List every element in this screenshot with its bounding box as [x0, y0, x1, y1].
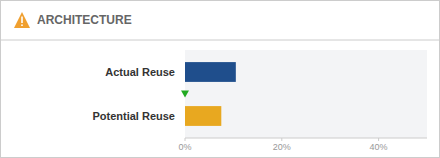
bars — [185, 62, 236, 126]
bar — [185, 106, 221, 126]
frame — [1, 1, 440, 158]
chart: ARCHITECTURE Actual Reuse Potential Reuse 0… — [0, 0, 440, 158]
bar — [185, 62, 236, 82]
x-tick-label: 0% — [178, 142, 191, 152]
warning-bar — [21, 17, 23, 24]
x-axis-line — [185, 138, 427, 139]
x-tick-label: 40% — [370, 142, 388, 152]
warning-icon — [14, 12, 30, 28]
header-divider — [0, 40, 440, 41]
category-label: Actual Reuse — [105, 66, 175, 78]
warning-dot — [21, 24, 23, 26]
marker — [181, 91, 189, 98]
x-tick-label: 20% — [273, 142, 291, 152]
title: ARCHITECTURE — [37, 13, 132, 27]
x-tick — [185, 138, 186, 141]
plot-background — [185, 50, 427, 138]
warning-triangle — [14, 12, 30, 28]
x-tick — [281, 138, 282, 141]
x-tick — [378, 138, 379, 141]
category-label: Potential Reuse — [92, 110, 175, 122]
